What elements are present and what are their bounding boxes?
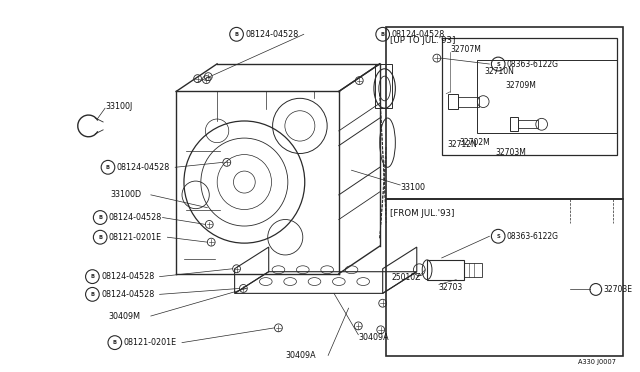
Text: 33100: 33100 (400, 183, 425, 192)
Bar (511, 118, 518, 131)
Bar (386, 199, 623, 356)
Text: B: B (98, 215, 102, 220)
Text: 32702M: 32702M (460, 138, 491, 147)
Text: 25010Z: 25010Z (391, 273, 420, 282)
Text: 30409A: 30409A (285, 351, 316, 360)
Text: 08121-0201E: 08121-0201E (124, 338, 177, 347)
Text: 32710N: 32710N (484, 67, 515, 77)
Bar (458, 97, 479, 106)
Text: 08124-04528: 08124-04528 (101, 272, 154, 281)
Text: B: B (98, 235, 102, 240)
Text: 32712N: 32712N (447, 140, 477, 149)
Text: 30409A: 30409A (358, 333, 389, 342)
Text: B: B (113, 340, 116, 345)
Bar (464, 263, 482, 277)
Text: [UP TO JUL.'93]: [UP TO JUL.'93] (390, 36, 456, 45)
Text: 08363-6122G: 08363-6122G (507, 60, 559, 68)
Bar (448, 94, 458, 109)
Text: B: B (106, 165, 110, 170)
Text: B: B (90, 292, 94, 297)
Text: 32703E: 32703E (604, 285, 632, 294)
Text: 32703: 32703 (439, 283, 463, 292)
Bar (386, 26, 623, 199)
Text: B: B (235, 32, 239, 37)
Text: 08363-6122G: 08363-6122G (507, 232, 559, 241)
Text: 08124-04528: 08124-04528 (101, 290, 154, 299)
Text: 08124-04528: 08124-04528 (116, 163, 170, 172)
Text: B: B (381, 32, 385, 37)
Bar (427, 260, 464, 280)
Text: 33100J: 33100J (105, 102, 132, 111)
Text: 32703M: 32703M (496, 148, 527, 157)
Text: S: S (497, 234, 500, 239)
Text: 08124-04528: 08124-04528 (109, 213, 162, 222)
Text: S: S (497, 61, 500, 67)
Text: 08121-0201E: 08121-0201E (109, 233, 162, 242)
Text: 08124-04528: 08124-04528 (245, 30, 299, 39)
Text: B: B (90, 274, 94, 279)
Bar (518, 120, 538, 128)
Bar (477, 60, 617, 133)
Text: A330 J0007: A330 J0007 (579, 359, 616, 365)
Text: 32707M: 32707M (450, 45, 481, 54)
Bar (375, 64, 392, 108)
Text: 33100D: 33100D (110, 190, 141, 199)
Text: [FROM JUL.'93]: [FROM JUL.'93] (390, 209, 454, 218)
Text: 30409M: 30409M (108, 311, 140, 321)
Bar (442, 38, 617, 155)
Text: 32709M: 32709M (506, 81, 537, 90)
Text: 08124-04528: 08124-04528 (392, 30, 445, 39)
